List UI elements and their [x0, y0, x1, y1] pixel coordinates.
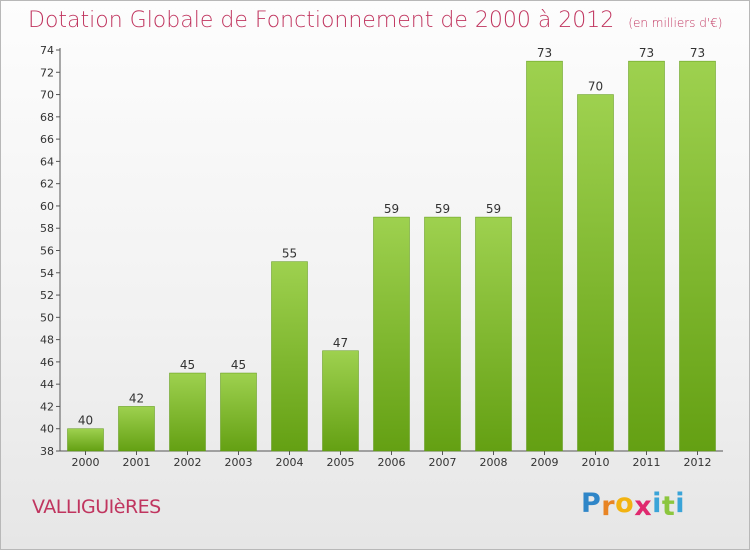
data-label-2001: 42: [129, 391, 144, 405]
y-tick-label: 42: [40, 400, 54, 413]
data-label-2003: 45: [231, 358, 246, 372]
x-tick-label: 2001: [123, 456, 151, 469]
data-label-2007: 59: [435, 202, 450, 216]
y-tick-label: 56: [40, 245, 54, 258]
data-label-2010: 70: [588, 80, 603, 94]
x-tick-label: 2011: [633, 456, 661, 469]
bar-2006: [373, 216, 410, 452]
y-tick-label: 74: [40, 44, 54, 57]
x-tick-label: 2000: [72, 456, 100, 469]
y-tick-label: 68: [40, 111, 54, 124]
y-tick-label: 54: [40, 267, 54, 280]
x-tick-label: 2008: [480, 456, 508, 469]
logo-letter: P: [581, 488, 602, 519]
x-tick-label: 2010: [582, 456, 610, 469]
data-label-2012: 73: [690, 46, 705, 60]
commune-name: VALLIGUIèRES: [32, 496, 161, 518]
x-tick-label: 2012: [684, 456, 712, 469]
y-tick-label: 48: [40, 334, 54, 347]
y-tick-label: 60: [40, 200, 54, 213]
x-tick-label: 2006: [378, 456, 406, 469]
bar-2001: [118, 406, 155, 452]
logo-letter: i: [652, 488, 662, 519]
data-label-2000: 40: [78, 414, 93, 428]
bar-2011: [628, 60, 665, 452]
data-label-2008: 59: [486, 202, 501, 216]
data-label-2002: 45: [180, 358, 195, 372]
y-tick-label: 66: [40, 133, 54, 146]
y-tick-label: 72: [40, 66, 54, 79]
proxiti-logo: Proxiti: [581, 488, 686, 522]
chart-subtitle: (en milliers d'€): [628, 16, 723, 30]
bar-2003: [220, 372, 257, 452]
data-label-2009: 73: [537, 46, 552, 60]
x-tick-label: 2005: [327, 456, 355, 469]
y-tick-label: 70: [40, 89, 54, 102]
data-label-2004: 55: [282, 247, 297, 261]
y-tick-label: 50: [40, 311, 54, 324]
y-tick-label: 64: [40, 155, 54, 168]
y-tick-label: 40: [40, 423, 54, 436]
data-label-2006: 59: [384, 202, 399, 216]
x-tick-label: 2002: [174, 456, 202, 469]
x-tick-label: 2003: [225, 456, 253, 469]
y-tick-label: 46: [40, 356, 54, 369]
logo-letter: i: [675, 488, 686, 519]
x-tick-label: 2004: [276, 456, 304, 469]
logo-letter: o: [615, 488, 635, 519]
y-tick-label: 62: [40, 178, 54, 191]
bar-2010: [577, 94, 614, 452]
data-labels: 40 42 45 45 55 47 59 59 59 73 70 73 73: [78, 46, 705, 428]
y-tick-label: 58: [40, 222, 54, 235]
bar-2012: [679, 60, 716, 452]
title-text: Dotation Globale de Fonctionnement de 20…: [28, 8, 615, 33]
logo-letter: x: [634, 491, 653, 522]
y-tick-label: 52: [40, 289, 54, 302]
data-label-2005: 47: [333, 336, 348, 350]
y-tick-label: 38: [40, 445, 54, 458]
logo-letter: r: [601, 491, 616, 522]
bar-2008: [475, 216, 512, 452]
bar-2007: [424, 216, 461, 452]
data-label-2011: 73: [639, 46, 654, 60]
x-tick-label: 2007: [429, 456, 457, 469]
bars: [67, 60, 716, 452]
logo-letter: t: [661, 491, 676, 522]
bar-2009: [526, 60, 563, 452]
chart-title: Dotation Globale de Fonctionnement de 20…: [28, 8, 722, 33]
x-tick-label: 2009: [531, 456, 559, 469]
bar-2005: [322, 350, 359, 452]
bar-2000: [67, 428, 104, 452]
y-tick-label: 44: [40, 378, 54, 391]
bar-2002: [169, 372, 206, 452]
bar-2004: [271, 261, 308, 452]
